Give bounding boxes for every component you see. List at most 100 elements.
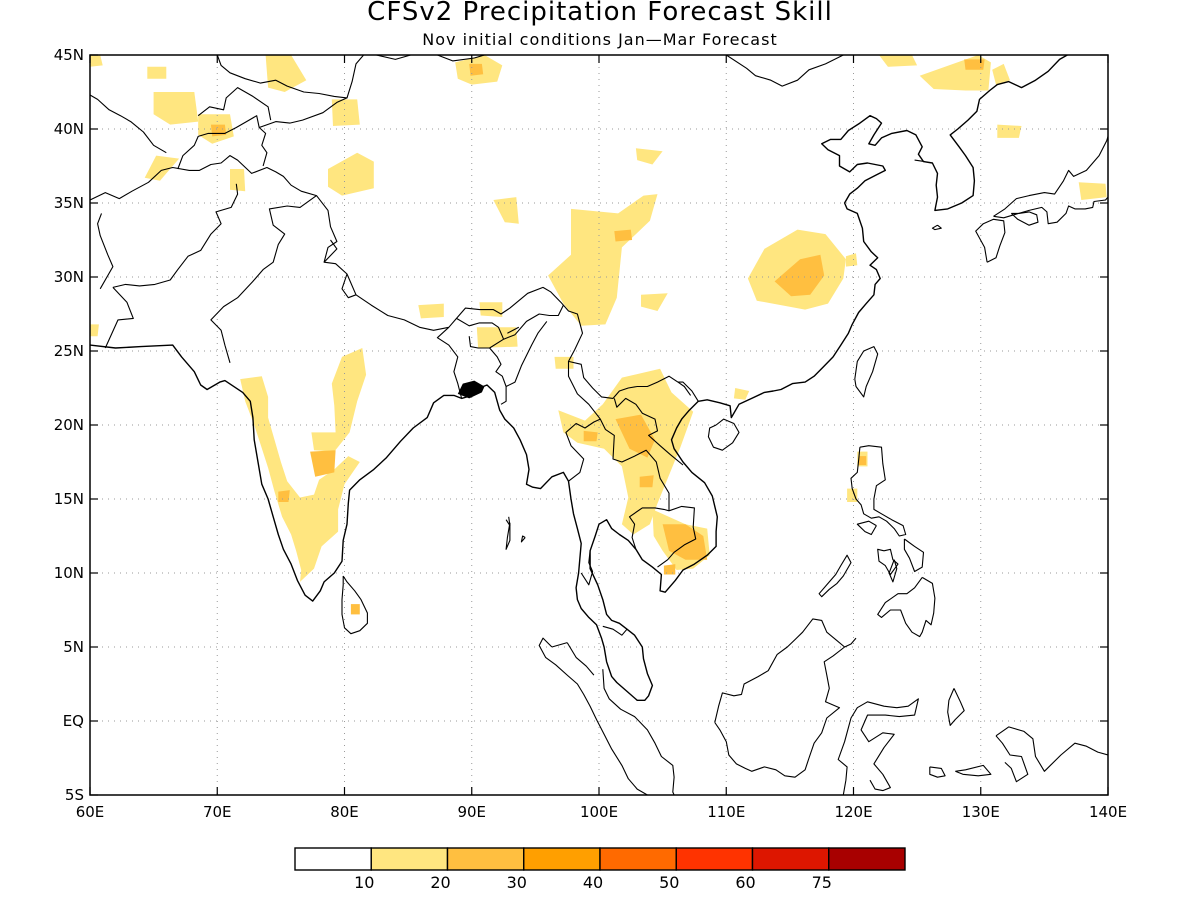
skill-region-level-2 xyxy=(583,430,598,442)
land-outline xyxy=(566,642,595,676)
skill-region-level-1 xyxy=(331,99,360,126)
land-outline xyxy=(210,195,317,363)
lat-tick-label: 5S xyxy=(65,786,84,804)
skill-region-level-1 xyxy=(554,356,574,369)
lon-tick-label: 80E xyxy=(330,803,359,821)
skill-region-level-1 xyxy=(90,324,99,337)
land-outline xyxy=(90,155,692,399)
skill-region-level-2 xyxy=(210,124,227,137)
land-outline xyxy=(112,183,239,288)
skill-region-level-1 xyxy=(997,124,1022,138)
skill-region-level-1 xyxy=(493,197,519,224)
colorbar-label: 10 xyxy=(354,873,374,892)
land-outline xyxy=(551,642,568,648)
skill-region-level-2 xyxy=(278,490,290,502)
land-outline xyxy=(707,418,740,451)
map-title: CFSv2 Precipitation Forecast Skill xyxy=(367,0,833,27)
skill-region-level-1 xyxy=(418,303,444,319)
lon-tick-label: 120E xyxy=(834,803,872,821)
land-outline xyxy=(602,625,628,636)
skill-region-level-1 xyxy=(845,253,858,267)
land-outline xyxy=(323,239,338,263)
land-outline xyxy=(341,575,368,635)
colorbar-swatch xyxy=(828,847,906,871)
land-outline xyxy=(376,55,411,60)
colorbar-label: 60 xyxy=(735,873,755,892)
skill-region-level-1 xyxy=(328,152,374,196)
skill-region-level-2 xyxy=(663,564,676,575)
colorbar-swatch xyxy=(599,847,677,871)
skill-region-level-1 xyxy=(847,488,858,502)
colorbar-swatch xyxy=(370,847,449,871)
lon-tick-label: 70E xyxy=(203,803,232,821)
land-outline xyxy=(538,637,648,795)
skill-region-level-2 xyxy=(310,450,336,477)
land-outline xyxy=(613,397,684,466)
land-outline xyxy=(436,326,463,399)
land-outline xyxy=(929,766,946,778)
lon-tick-label: 60E xyxy=(76,803,105,821)
skill-region-level-2 xyxy=(858,456,867,465)
land-outline xyxy=(97,213,114,290)
map-subtitle: Nov initial conditions Jan—Mar Forecast xyxy=(422,30,777,49)
skill-region-level-2 xyxy=(662,524,708,560)
land-outline xyxy=(877,576,936,638)
lon-tick-label: 110E xyxy=(707,803,745,821)
land-outline xyxy=(580,550,594,586)
delta-coastline xyxy=(457,380,485,399)
land-outline xyxy=(505,522,511,550)
land-outline xyxy=(259,97,348,129)
land-outline xyxy=(844,637,857,648)
land-outline xyxy=(489,347,507,405)
land-outline xyxy=(503,304,564,340)
land-outline xyxy=(437,55,485,62)
land-outline xyxy=(931,224,942,231)
colorbar-label: 20 xyxy=(430,873,450,892)
land-outline xyxy=(993,196,1108,225)
colorbar-swatch xyxy=(675,847,754,871)
land-outline xyxy=(197,87,272,121)
land-outline xyxy=(818,554,852,598)
land-outline xyxy=(177,115,268,170)
land-outline xyxy=(520,535,526,543)
land-outline xyxy=(90,94,167,154)
land-outline xyxy=(725,55,844,87)
land-outline xyxy=(628,507,670,550)
lat-tick-label: 35N xyxy=(54,194,84,212)
land-outline xyxy=(856,520,877,536)
colorbar-label: 30 xyxy=(507,873,527,892)
skill-region-level-2 xyxy=(774,254,825,297)
lon-tick-label: 140E xyxy=(1089,803,1127,821)
skill-region-level-2 xyxy=(615,414,655,458)
land-outline xyxy=(888,559,898,583)
land-outline xyxy=(567,361,670,511)
land-outline xyxy=(602,669,675,795)
lat-tick-label: 25N xyxy=(54,342,84,360)
land-outline xyxy=(955,764,992,777)
skill-region-level-2 xyxy=(469,63,484,76)
skill-region-level-1 xyxy=(311,348,367,452)
land-outline xyxy=(505,516,511,527)
skill-region-level-1 xyxy=(733,388,750,400)
land-outline xyxy=(993,136,1108,217)
land-outline xyxy=(714,618,846,778)
skill-region-level-1 xyxy=(641,293,668,311)
skill-region-level-1 xyxy=(879,55,918,67)
land-outline xyxy=(947,688,965,726)
lat-tick-label: 5N xyxy=(63,638,84,656)
lat-tick-label: 40N xyxy=(54,120,84,138)
land-outline xyxy=(565,418,601,482)
land-outline xyxy=(995,735,1029,783)
land-outlines xyxy=(90,55,1108,795)
lon-tick-label: 100E xyxy=(580,803,618,821)
skill-region-level-2 xyxy=(350,604,360,615)
land-outline xyxy=(850,445,907,537)
land-outline xyxy=(975,218,1006,263)
lon-tick-label: 90E xyxy=(457,803,486,821)
land-outline xyxy=(104,287,134,349)
skill-region-level-1 xyxy=(240,376,360,582)
land-outline xyxy=(877,548,899,576)
land-outline xyxy=(507,326,520,334)
lat-tick-label: 20N xyxy=(54,416,84,434)
skill-region-level-2 xyxy=(639,475,654,488)
